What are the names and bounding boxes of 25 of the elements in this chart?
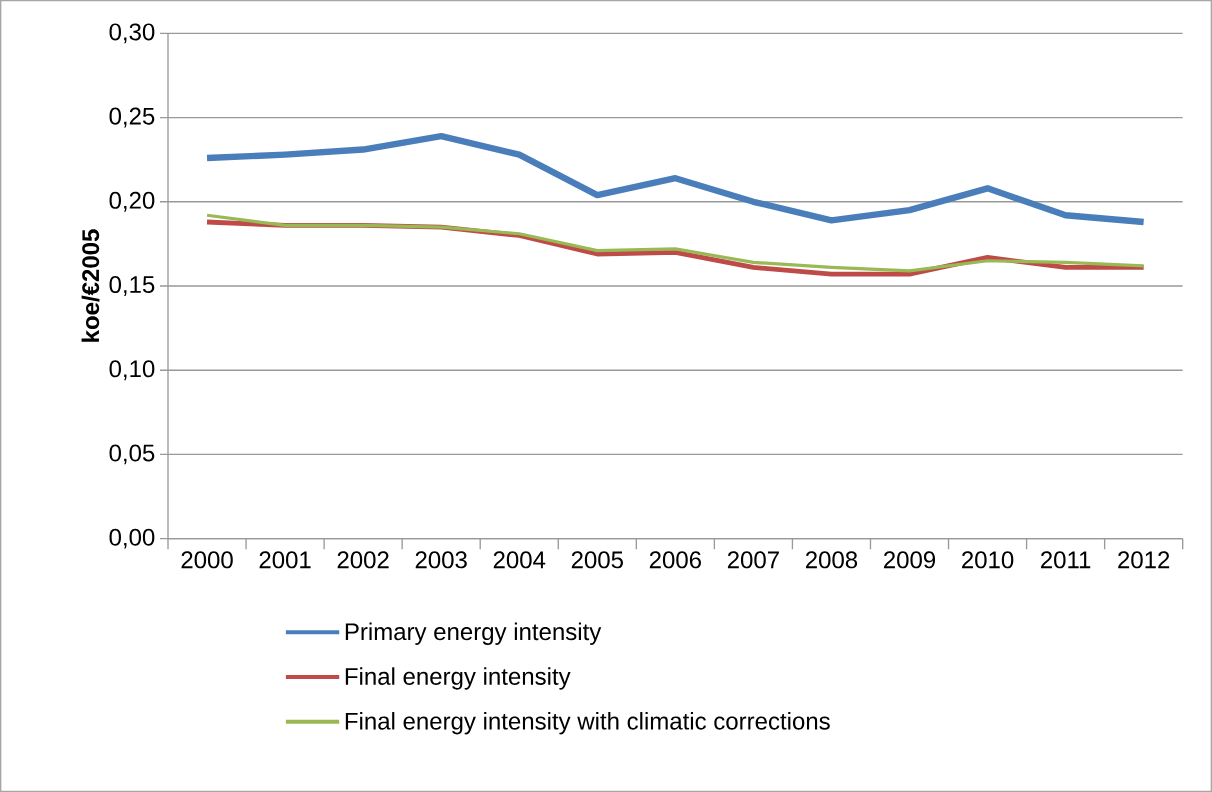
y-tick-label: 0,30 [109, 23, 155, 44]
x-tick-label: 2005 [571, 551, 623, 569]
x-tick-label: 2007 [727, 551, 779, 569]
x-tick-label: 2006 [649, 551, 701, 569]
legend-label: Primary energy intensity [345, 622, 602, 645]
y-tick-label: 0,25 [109, 107, 155, 128]
line-series [205, 213, 1146, 273]
x-tick-label: 2009 [884, 551, 936, 569]
y-tick-label: 0,20 [109, 191, 155, 212]
x-tick-label: 2012 [1118, 551, 1170, 569]
y-tick-label: 0,05 [109, 444, 155, 465]
x-tick-label: 2002 [337, 551, 389, 569]
x-tick-label: 2008 [805, 551, 858, 569]
legend-label: Final energy intensity with climatic corrections [345, 712, 830, 735]
y-tick-label: 0,10 [109, 360, 155, 381]
y-axis-title: koe/€2005 [81, 229, 100, 342]
legend-label: Final energy intensity [345, 667, 571, 690]
x-tick-label: 2010 [962, 551, 1014, 569]
y-tick-label: 0,15 [109, 276, 155, 296]
x-tick-label: 2001 [259, 551, 311, 569]
x-tick-label: 2000 [181, 551, 233, 569]
y-tick-label: 0,00 [109, 528, 155, 549]
x-tick-label: 2003 [415, 551, 467, 569]
x-tick-label: 2004 [493, 551, 546, 569]
x-tick-label: 2011 [1041, 551, 1091, 569]
